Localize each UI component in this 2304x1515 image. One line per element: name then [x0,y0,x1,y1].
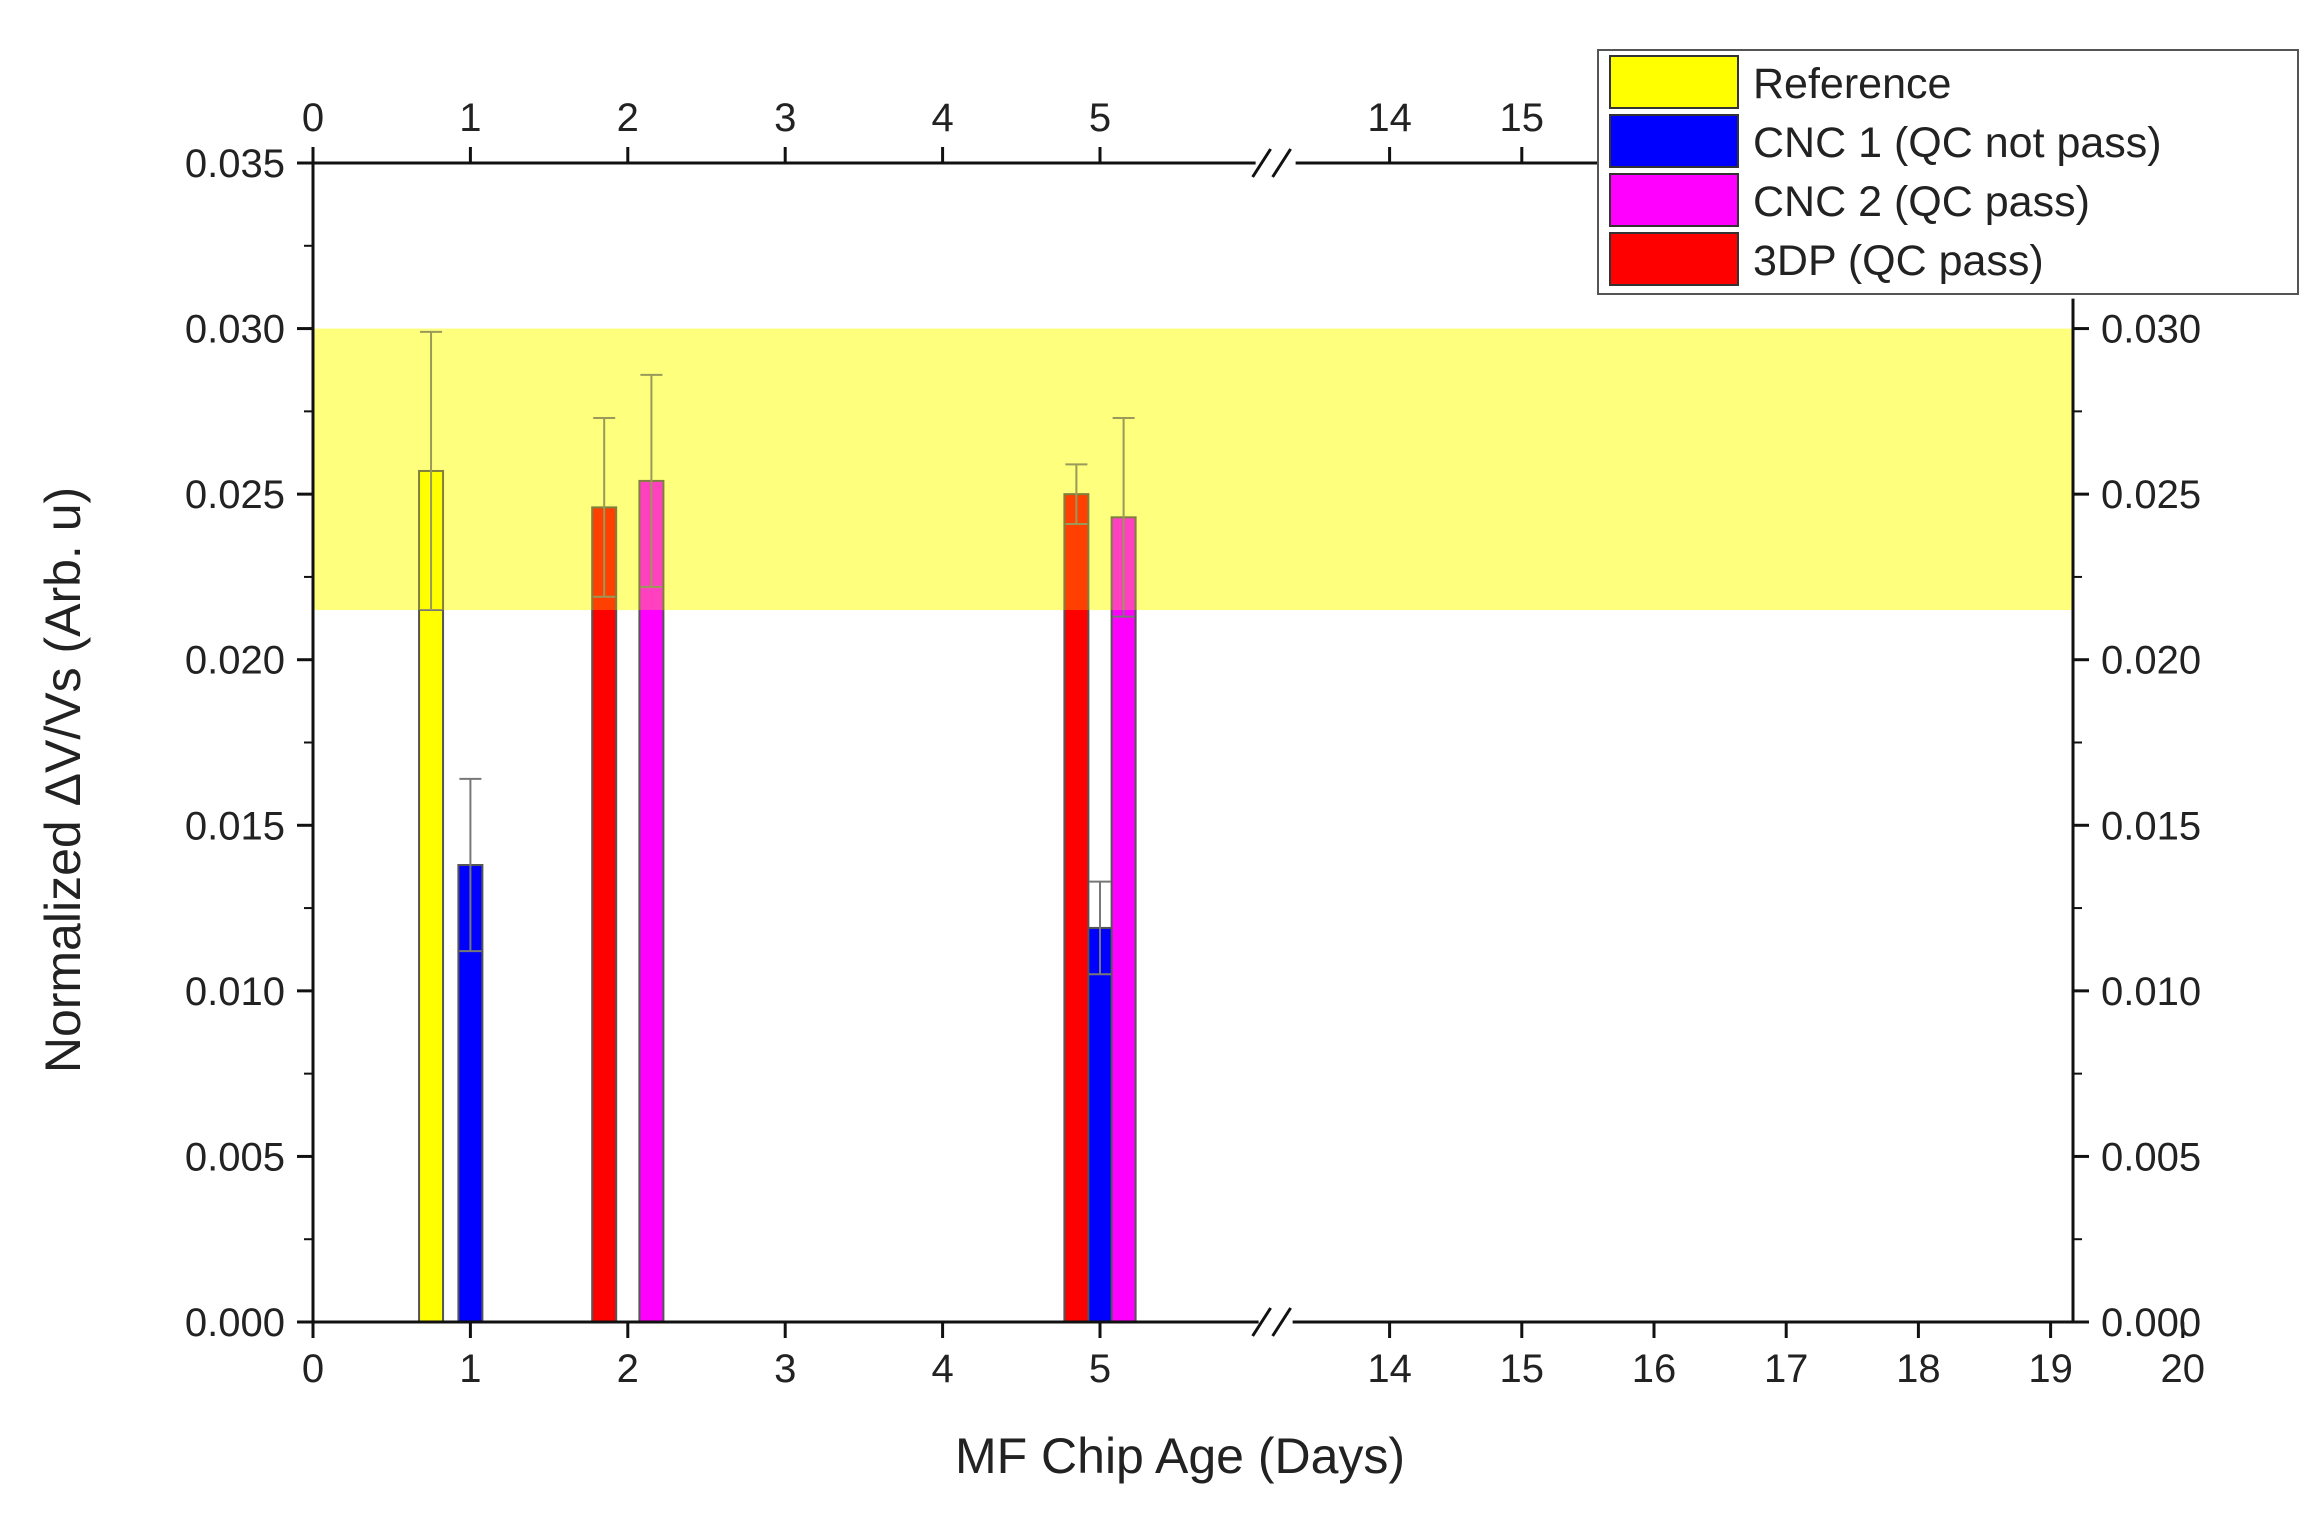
bar-3dp-qc-pass [1063,493,1090,1323]
right-y-tick-label: 0.010 [2101,970,2201,1014]
legend-swatch-cnc-1-qc-not-pass [1609,114,1739,168]
y-tick-label: 0.010 [185,970,285,1014]
x-tick-label: 0 [302,1347,324,1391]
error-bar-cnc-1-qc-not-pass [459,777,482,953]
x-tick-label: 4 [931,1347,953,1391]
error-bar-3dp-qc-pass [593,416,616,598]
axis-break-mark [1251,145,1293,181]
top-x-tick-label: 3 [774,96,796,140]
legend-swatch-cnc-2-qc-pass [1609,173,1739,227]
x-tick-label: 18 [1896,1347,1941,1391]
y-tick-label: 0.035 [185,142,285,186]
y-axis-title: Normalized ΔV/Vs (Arb. u) [35,487,91,1073]
x-tick-label: 16 [1632,1347,1677,1391]
bar-cnc-1-qc-not-pass [1087,926,1113,1323]
top-x-tick-label: 5 [1089,96,1111,140]
top-x-tick-label: 15 [1500,96,1545,140]
legend-label-cnc-2-qc-pass: CNC 2 (QC pass) [1753,178,2090,226]
y-tick-label: 0.000 [185,1301,285,1345]
right-y-tick-label: 0.015 [2101,804,2201,848]
error-bar-3dp-qc-pass [1065,463,1088,525]
x-tick-label: 20 [2161,1347,2206,1391]
legend-label-3dp-qc-pass: 3DP (QC pass) [1753,237,2044,285]
y-tick-label: 0.030 [185,308,285,352]
right-y-tick-label: 0.020 [2101,639,2201,683]
legend-label-cnc-1-qc-not-pass: CNC 1 (QC not pass) [1753,119,2162,167]
x-tick-label: 5 [1089,1347,1111,1391]
legend-label-reference: Reference [1753,60,1951,108]
error-bar-cnc-2-qc-pass [640,373,663,588]
top-x-tick-label: 0 [302,96,324,140]
error-bar-reference [420,330,443,612]
top-x-tick-label: 1 [459,96,481,140]
x-tick-label: 1 [459,1347,481,1391]
right-y-tick-label: 0.000 [2101,1301,2201,1345]
legend-swatch-3dp-qc-pass [1609,232,1739,286]
legend-swatch-reference [1609,55,1739,109]
bar-cnc-2-qc-pass [638,479,665,1323]
top-x-tick-label: 14 [1367,96,1412,140]
y-tick-label: 0.025 [185,473,285,517]
error-bar-cnc-2-qc-pass [1112,416,1135,618]
bar-3dp-qc-pass [591,506,618,1324]
right-y-tick-label: 0.030 [2101,308,2201,352]
top-x-tick-label: 4 [931,96,953,140]
right-y-tick-label: 0.025 [2101,473,2201,517]
x-tick-label: 2 [617,1347,639,1391]
top-x-tick-label: 2 [617,96,639,140]
x-axis-title: MF Chip Age (Days) [955,1428,1405,1484]
x-tick-label: 15 [1500,1347,1545,1391]
x-tick-label: 3 [774,1347,796,1391]
x-tick-label: 19 [2028,1347,2073,1391]
right-y-tick-label: 0.005 [2101,1135,2201,1179]
x-tick-label: 14 [1367,1347,1412,1391]
y-tick-label: 0.020 [185,639,285,683]
error-bar-cnc-1-qc-not-pass [1089,880,1111,976]
y-tick-label: 0.005 [185,1135,285,1179]
y-tick-label: 0.015 [185,804,285,848]
highlight-band-overlay [313,328,2073,611]
bar-cnc-2-qc-pass [1110,516,1137,1323]
legend: Reference CNC 1 (QC not pass) CNC 2 (QC pa… [1597,49,2299,295]
axis-break-mark [1251,1304,1293,1340]
x-tick-label: 17 [1764,1347,1809,1391]
